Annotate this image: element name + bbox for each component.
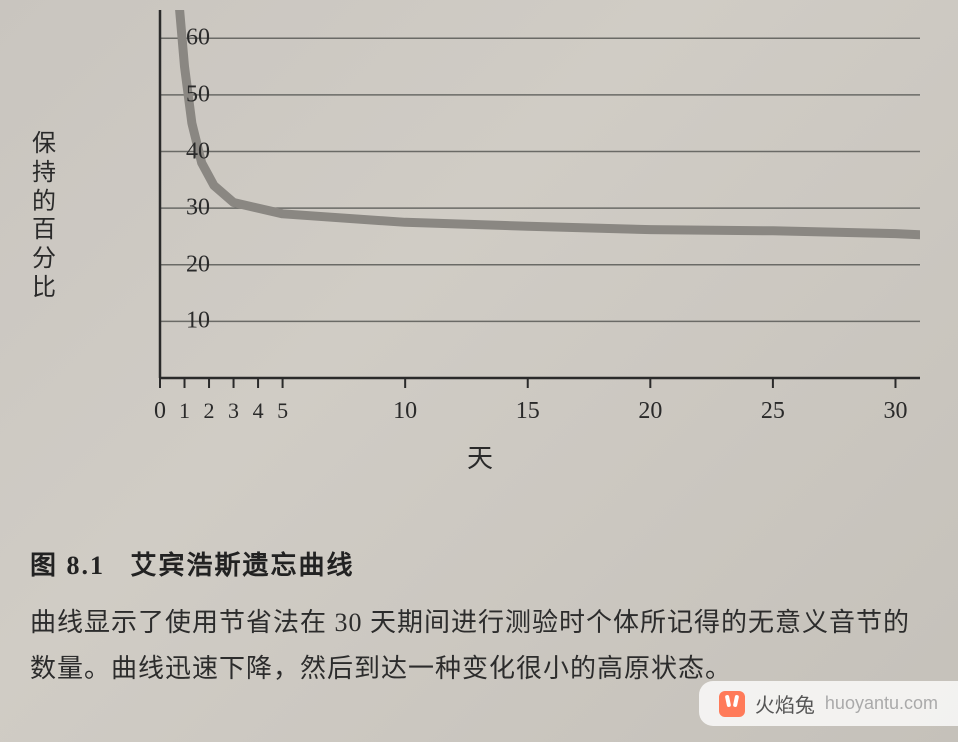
y-axis-label: 保持的百分比 xyxy=(30,130,58,303)
figure-number: 图 8.1 xyxy=(30,551,105,580)
chart-svg xyxy=(120,10,920,390)
x-axis-label: 天 xyxy=(30,438,930,475)
y-tick-label: 50 xyxy=(160,81,210,108)
y-tick-label: 60 xyxy=(160,25,210,52)
x-tick-label: 15 xyxy=(516,398,540,425)
x-tick-label: 4 xyxy=(253,398,264,424)
x-tick-label: 5 xyxy=(277,398,288,424)
watermark: 火焰兔 huoyantu.com xyxy=(699,681,958,726)
x-tick-label: 10 xyxy=(393,398,417,425)
watermark-url: huoyantu.com xyxy=(825,693,938,714)
figure-title: 图 8.1 艾宾浩斯遗忘曲线 xyxy=(30,545,930,582)
x-tick-label: 2 xyxy=(204,398,215,424)
figure-name: 艾宾浩斯遗忘曲线 xyxy=(131,551,355,580)
forgetting-curve-chart: 保持的百分比 10 20 30 40 50 60 0 10 15 20 25 30 12345 天 xyxy=(30,10,930,480)
y-tick-label: 40 xyxy=(160,138,210,165)
x-tick-label: 25 xyxy=(761,398,785,425)
plot-area xyxy=(120,10,920,390)
y-tick-label: 30 xyxy=(160,195,210,222)
watermark-text: 火焰兔 xyxy=(755,689,815,718)
flame-rabbit-icon xyxy=(719,691,745,717)
x-tick-label: 0 xyxy=(154,398,166,425)
figure-caption: 图 8.1 艾宾浩斯遗忘曲线 曲线显示了使用节省法在 30 天期间进行测验时个体… xyxy=(30,545,930,691)
figure-description: 曲线显示了使用节省法在 30 天期间进行测验时个体所记得的无意义音节的数量。曲线… xyxy=(30,600,930,691)
forgetting-curve-line xyxy=(180,10,920,235)
x-tick-label: 30 xyxy=(883,398,907,425)
x-tick-label: 20 xyxy=(638,398,662,425)
y-tick-label: 10 xyxy=(160,308,210,335)
x-tick-label: 1 xyxy=(179,398,190,424)
y-tick-label: 20 xyxy=(160,251,210,278)
x-tick-label: 3 xyxy=(228,398,239,424)
